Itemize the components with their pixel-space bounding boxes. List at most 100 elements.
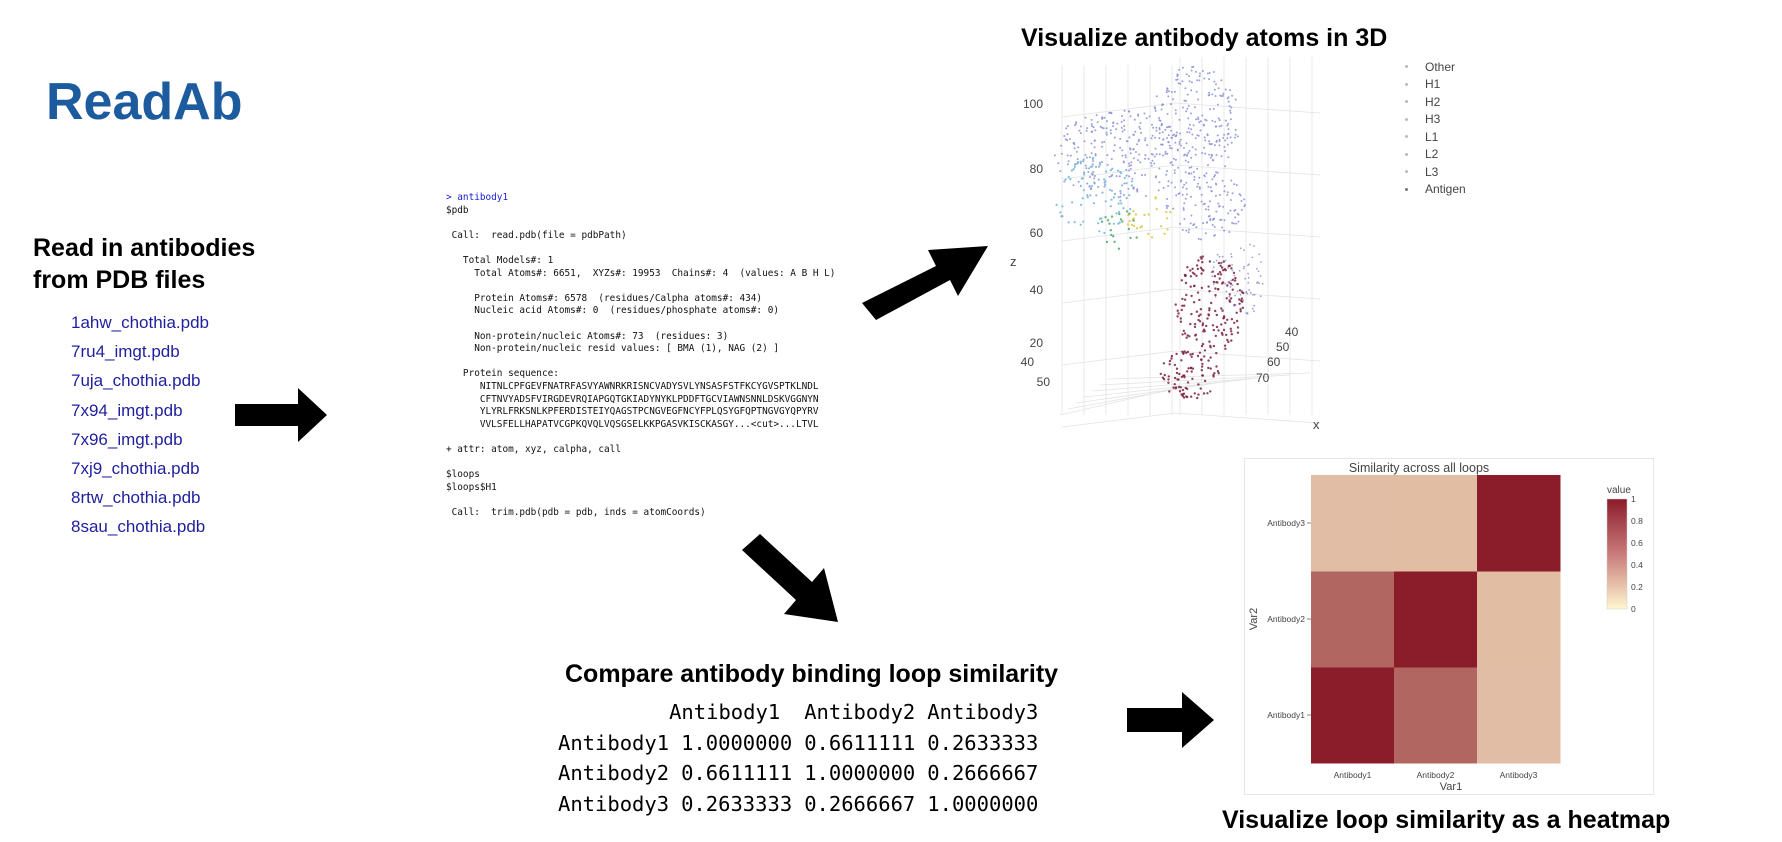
atom-point [1214,309,1217,313]
file-item[interactable]: 8rtw_chothia.pdb [71,488,201,508]
legend-item[interactable]: L1 [1405,128,1466,146]
atom-point [1176,149,1179,152]
atom-point [1151,123,1153,126]
atom-point [1146,144,1149,147]
atom-point [1189,322,1192,326]
heatmap-cell[interactable] [1311,667,1395,764]
heatmap-cell[interactable] [1311,475,1395,572]
atom-point [1189,275,1193,278]
atom-point [1220,282,1224,285]
atom-point [1196,291,1200,294]
atom-point [1088,185,1091,188]
atom-point [1128,175,1131,178]
legend-item[interactable]: Other [1405,58,1466,76]
atom-point [1176,315,1179,318]
atom-point [1200,358,1203,361]
legend-item[interactable]: L3 [1405,163,1466,181]
atom-point [1060,144,1063,147]
atom-point [1185,142,1188,145]
atom-point [1190,355,1193,358]
atom-point [1130,184,1133,187]
x-tick-label: 60 [1267,355,1281,369]
atom-point [1181,80,1184,83]
atom-point [1181,66,1184,69]
atom-point [1112,149,1115,152]
file-item[interactable]: 7xj9_chothia.pdb [71,458,200,478]
atom-point [1090,187,1093,190]
file-item[interactable]: 1ahw_chothia.pdb [71,313,210,332]
atom-point [1116,169,1120,172]
atom-point [1230,106,1233,109]
atom-point [1205,324,1208,328]
atom-point [1230,253,1232,255]
atom-point [1099,163,1102,166]
atom-point [1228,295,1231,298]
atom-point [1230,118,1232,121]
atom-point [1147,213,1150,216]
atom-point [1169,210,1172,214]
atom-point [1238,193,1241,196]
atom-point [1227,122,1230,125]
atom-point [1231,269,1234,272]
atom-point [1082,158,1085,161]
atom-point [1191,146,1194,149]
atom-point [1125,174,1128,177]
heatmap-cell[interactable] [1477,475,1561,572]
table-row: Antibody2 0.6611111 1.0000000 0.2666667 [558,758,1038,789]
atom-point [1222,260,1225,263]
atom-point [1176,378,1179,381]
heatmap-panel[interactable]: Similarity across all loops Antibody1 Ant… [1244,458,1654,795]
file-item[interactable]: 7x96_imgt.pdb [71,429,183,449]
atom-point [1158,137,1161,140]
atom-point [1175,135,1177,137]
grid-line [1174,350,1321,362]
atom-point [1178,140,1181,143]
atom-point [1202,269,1205,272]
atom-point [1122,160,1125,163]
heatmap-cell[interactable] [1394,475,1478,572]
atom-point [1186,370,1189,373]
atom-point [1125,182,1128,185]
heatmap-cell[interactable] [1477,667,1561,764]
atom-point [1167,134,1170,137]
atom-point [1179,138,1182,141]
heatmap-cell[interactable] [1394,571,1478,668]
atom-point [1129,208,1132,211]
atom-point [1153,155,1156,158]
atom-point [1201,362,1204,366]
atom-point [1212,375,1215,378]
table-cell: 0.6611111 [804,730,916,755]
atom-point [1071,201,1074,204]
atom-point [1225,297,1228,300]
atom-point [1147,232,1150,236]
legend-item[interactable]: H1 [1405,76,1466,94]
file-item[interactable]: 7ru4_imgt.pdb [71,342,180,362]
atom-point [1198,187,1201,190]
atom-point [1103,116,1106,119]
atom-point [1181,393,1184,396]
heatmap-cell[interactable] [1394,667,1478,764]
atom-point [1239,247,1242,250]
legend-item[interactable]: L2 [1405,146,1466,164]
legend-item[interactable]: Antigen [1405,181,1466,199]
file-item[interactable]: 8sau_chothia.pdb [71,517,206,537]
atom-point [1145,195,1148,197]
atom-point [1193,322,1197,326]
atom-point [1113,240,1116,243]
atom-point [1092,160,1095,162]
atom-point [1242,299,1245,302]
atom-point [1123,182,1126,185]
file-item[interactable]: 7x94_imgt.pdb [71,400,183,420]
legend-item[interactable]: H3 [1405,111,1466,129]
atom-point [1064,138,1067,141]
heatmap-cell[interactable] [1477,571,1561,668]
heatmap-cell[interactable] [1311,571,1395,668]
legend-item[interactable]: H2 [1405,93,1466,111]
legend-marker [1405,152,1408,156]
atom-point [1217,372,1220,375]
atom-point [1112,196,1115,199]
viz3d-legend[interactable]: Other H1 H2 H3 L1 L2 L3 Antigen [1405,58,1466,198]
atom-point [1105,131,1108,134]
file-item[interactable]: 7uja_chothia.pdb [71,371,201,391]
